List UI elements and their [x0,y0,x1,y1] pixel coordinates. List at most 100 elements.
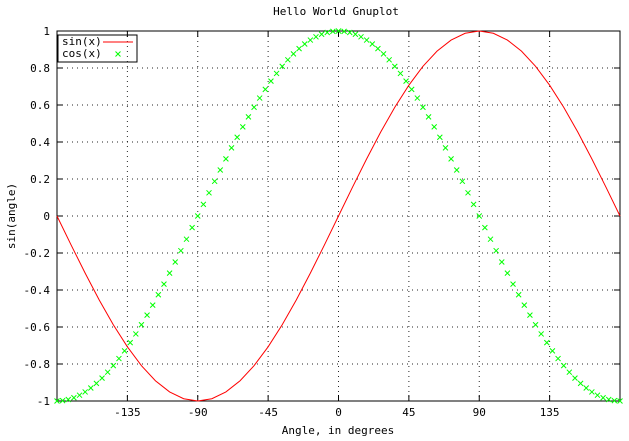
data-point-1-62 [403,78,409,84]
data-point-1-36 [256,95,263,101]
data-point-1-42 [290,51,297,57]
data-point-1-99 [611,397,618,404]
y-tick-label-6: 0.2 [30,173,50,186]
data-point-1-37 [262,86,269,93]
data-point-1-24 [189,224,195,231]
y-tick-label-9: 0.8 [30,62,50,75]
data-point-1-25 [194,213,201,219]
y-tick-label-7: 0.4 [30,136,50,149]
legend-marker-1 [115,51,121,57]
y-tick-label-2: -0.6 [24,321,51,334]
data-point-1-28 [211,178,218,185]
series-line-0 [56,30,621,402]
x-tick-label-1: -90 [188,406,208,419]
data-point-1-19 [161,281,167,287]
data-point-1-22 [178,247,184,254]
data-point-1-11 [116,355,122,362]
data-point-1-8 [99,375,105,381]
data-point-1-15 [138,321,145,328]
data-point-1-33 [239,124,246,130]
data-point-1-27 [206,189,212,196]
x-tick-label-6: 135 [540,406,560,419]
x-axis-label: Angle, in degrees [282,424,395,437]
data-point-1-88 [549,348,556,354]
data-point-1-80 [504,270,511,277]
data-point-1-23 [183,236,190,243]
legend-box [57,34,138,63]
data-point-1-29 [217,167,224,173]
data-point-1-3 [71,394,77,401]
data-point-1-87 [543,339,550,346]
data-point-1-65 [420,104,426,111]
data-point-1-39 [273,70,280,77]
data-point-1-69 [442,145,449,151]
data-point-1-66 [425,114,432,120]
chart-title: Hello World Gnuplot [273,5,399,18]
data-point-1-51 [341,28,347,35]
data-point-1-77 [487,236,494,243]
data-point-1-64 [414,95,421,101]
data-point-1-67 [431,124,438,130]
data-point-1-59 [386,56,393,63]
data-point-1-95 [588,389,595,395]
x-tick-label-4: 45 [402,406,415,419]
data-point-1-45 [307,37,314,43]
data-point-1-14 [132,331,139,337]
data-point-1-89 [555,355,561,362]
y-tick-label-4: -0.2 [24,247,51,260]
data-point-1-70 [448,155,454,162]
y-tick-label-10: 1 [43,25,50,38]
data-point-1-50 [335,28,342,34]
data-point-1-10 [110,362,117,369]
legend-label-1: cos(x) [62,47,102,60]
legend-label-0: sin(x) [62,35,102,48]
data-point-1-94 [583,385,590,391]
data-point-1-9 [104,369,111,376]
x-tick-label-3: 0 [335,406,342,419]
data-point-1-52 [346,29,353,36]
data-point-1-61 [397,70,404,77]
x-tick-label-5: 90 [473,406,486,419]
data-point-1-49 [330,28,336,35]
data-point-1-96 [594,392,601,399]
data-point-1-40 [279,63,286,70]
data-point-1-92 [572,375,578,381]
data-point-1-5 [82,389,89,395]
data-point-1-83 [521,302,528,308]
data-point-1-1 [59,397,66,404]
data-point-1-44 [301,41,308,47]
data-point-1-6 [87,385,94,391]
data-point-1-16 [144,312,150,318]
data-point-1-47 [318,31,325,38]
data-point-1-30 [223,155,229,162]
data-point-1-63 [408,86,415,93]
data-point-1-48 [324,29,331,36]
data-point-1-4 [76,392,83,399]
data-point-1-18 [155,291,162,298]
y-tick-label-3: -0.4 [24,284,51,297]
legend: sin(x)cos(x) [57,34,138,63]
data-point-1-71 [453,167,460,173]
data-point-1-72 [459,178,466,185]
data-point-1-32 [234,134,241,141]
data-point-1-21 [172,259,179,265]
data-point-1-79 [498,259,505,265]
data-point-1-31 [228,145,235,151]
data-point-1-78 [493,247,499,254]
data-point-1-74 [470,201,477,208]
data-point-1-0 [54,398,60,404]
data-point-1-85 [532,321,539,328]
data-point-1-55 [363,37,370,43]
data-point-1-38 [268,78,274,84]
data-point-1-20 [166,270,173,277]
series-layer [54,28,623,404]
data-point-1-7 [93,380,100,387]
data-point-1-73 [465,189,471,196]
data-point-1-86 [538,331,545,337]
data-point-1-93 [577,380,584,387]
data-point-1-56 [369,41,376,47]
data-point-1-34 [245,114,252,120]
data-point-1-57 [375,45,381,52]
tick-layer: -135 -90 -45 0 45 90 135 -1 -0.8 -0.6 -0.4 -0.2 0 0.2… [24,25,620,419]
data-point-1-54 [358,33,364,40]
